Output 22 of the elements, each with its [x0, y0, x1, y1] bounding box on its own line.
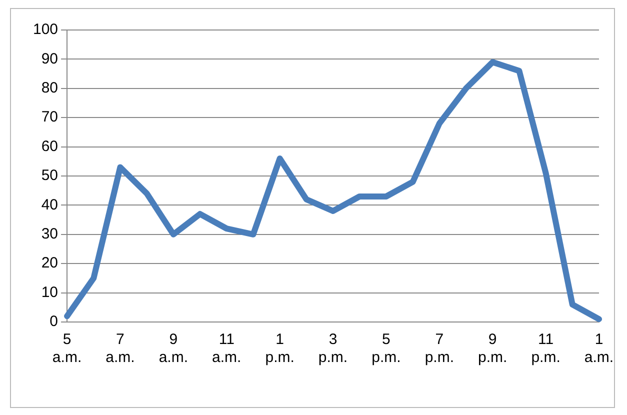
x-tick-label: 11 p.m. [531, 331, 560, 366]
x-tick-label: 1 a.m. [584, 331, 614, 366]
y-tick-label: 40 [41, 196, 58, 214]
x-tick-label: 5 p.m. [372, 331, 401, 366]
x-tick-label: 9 p.m. [478, 331, 508, 366]
y-tick-label: 80 [41, 80, 58, 97]
x-tick-label: 5 a.m. [52, 331, 82, 366]
x-tick-label: 7 a.m. [106, 331, 135, 366]
x-tick-label: 9 a.m. [158, 331, 188, 366]
y-tick-label: 100 [32, 21, 58, 38]
x-tick-label: 1 p.m. [265, 331, 294, 366]
y-tick-label: 0 [50, 313, 58, 330]
x-tick-label: 7 p.m. [424, 331, 454, 366]
y-tick-label: 50 [41, 167, 58, 184]
y-tick-label: 90 [41, 50, 58, 68]
y-tick-label: 10 [41, 284, 58, 301]
y-tick-label: 30 [41, 226, 58, 243]
y-tick-label: 60 [41, 138, 58, 155]
y-tick-label: 20 [41, 254, 58, 272]
y-tick-label: 70 [41, 108, 58, 126]
x-tick-label: 3 p.m. [318, 331, 348, 366]
x-tick-label: 11 a.m. [212, 331, 242, 366]
